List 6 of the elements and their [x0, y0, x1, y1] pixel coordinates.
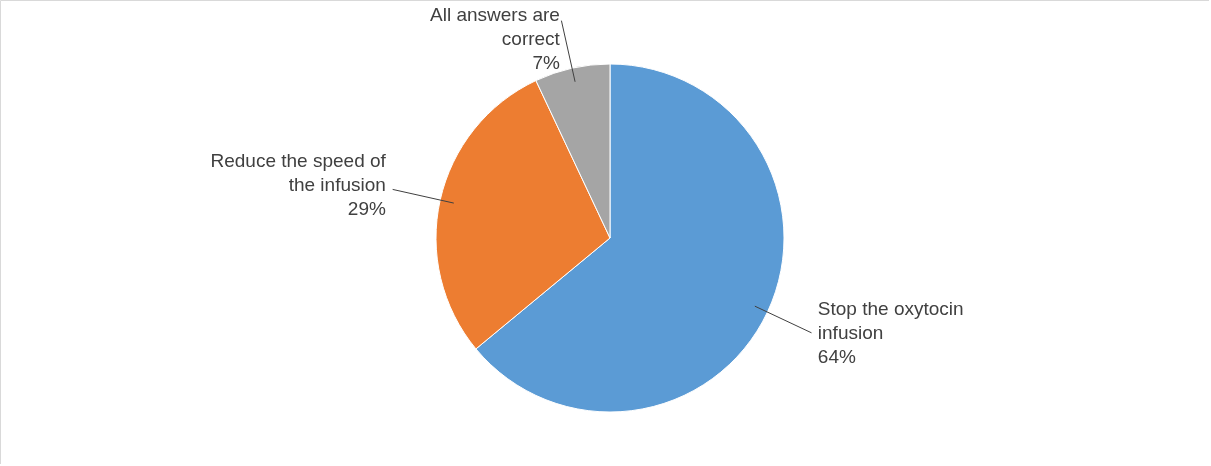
data-label: 64% — [817, 345, 856, 367]
slice-label: All answers are correct — [430, 4, 561, 49]
data-label: 7% — [532, 52, 560, 73]
slice-label: Reduce the speed of the infusion — [210, 149, 387, 195]
data-label: 29% — [347, 197, 386, 219]
slice-label: Stop the oxytocin infusion — [817, 297, 964, 343]
